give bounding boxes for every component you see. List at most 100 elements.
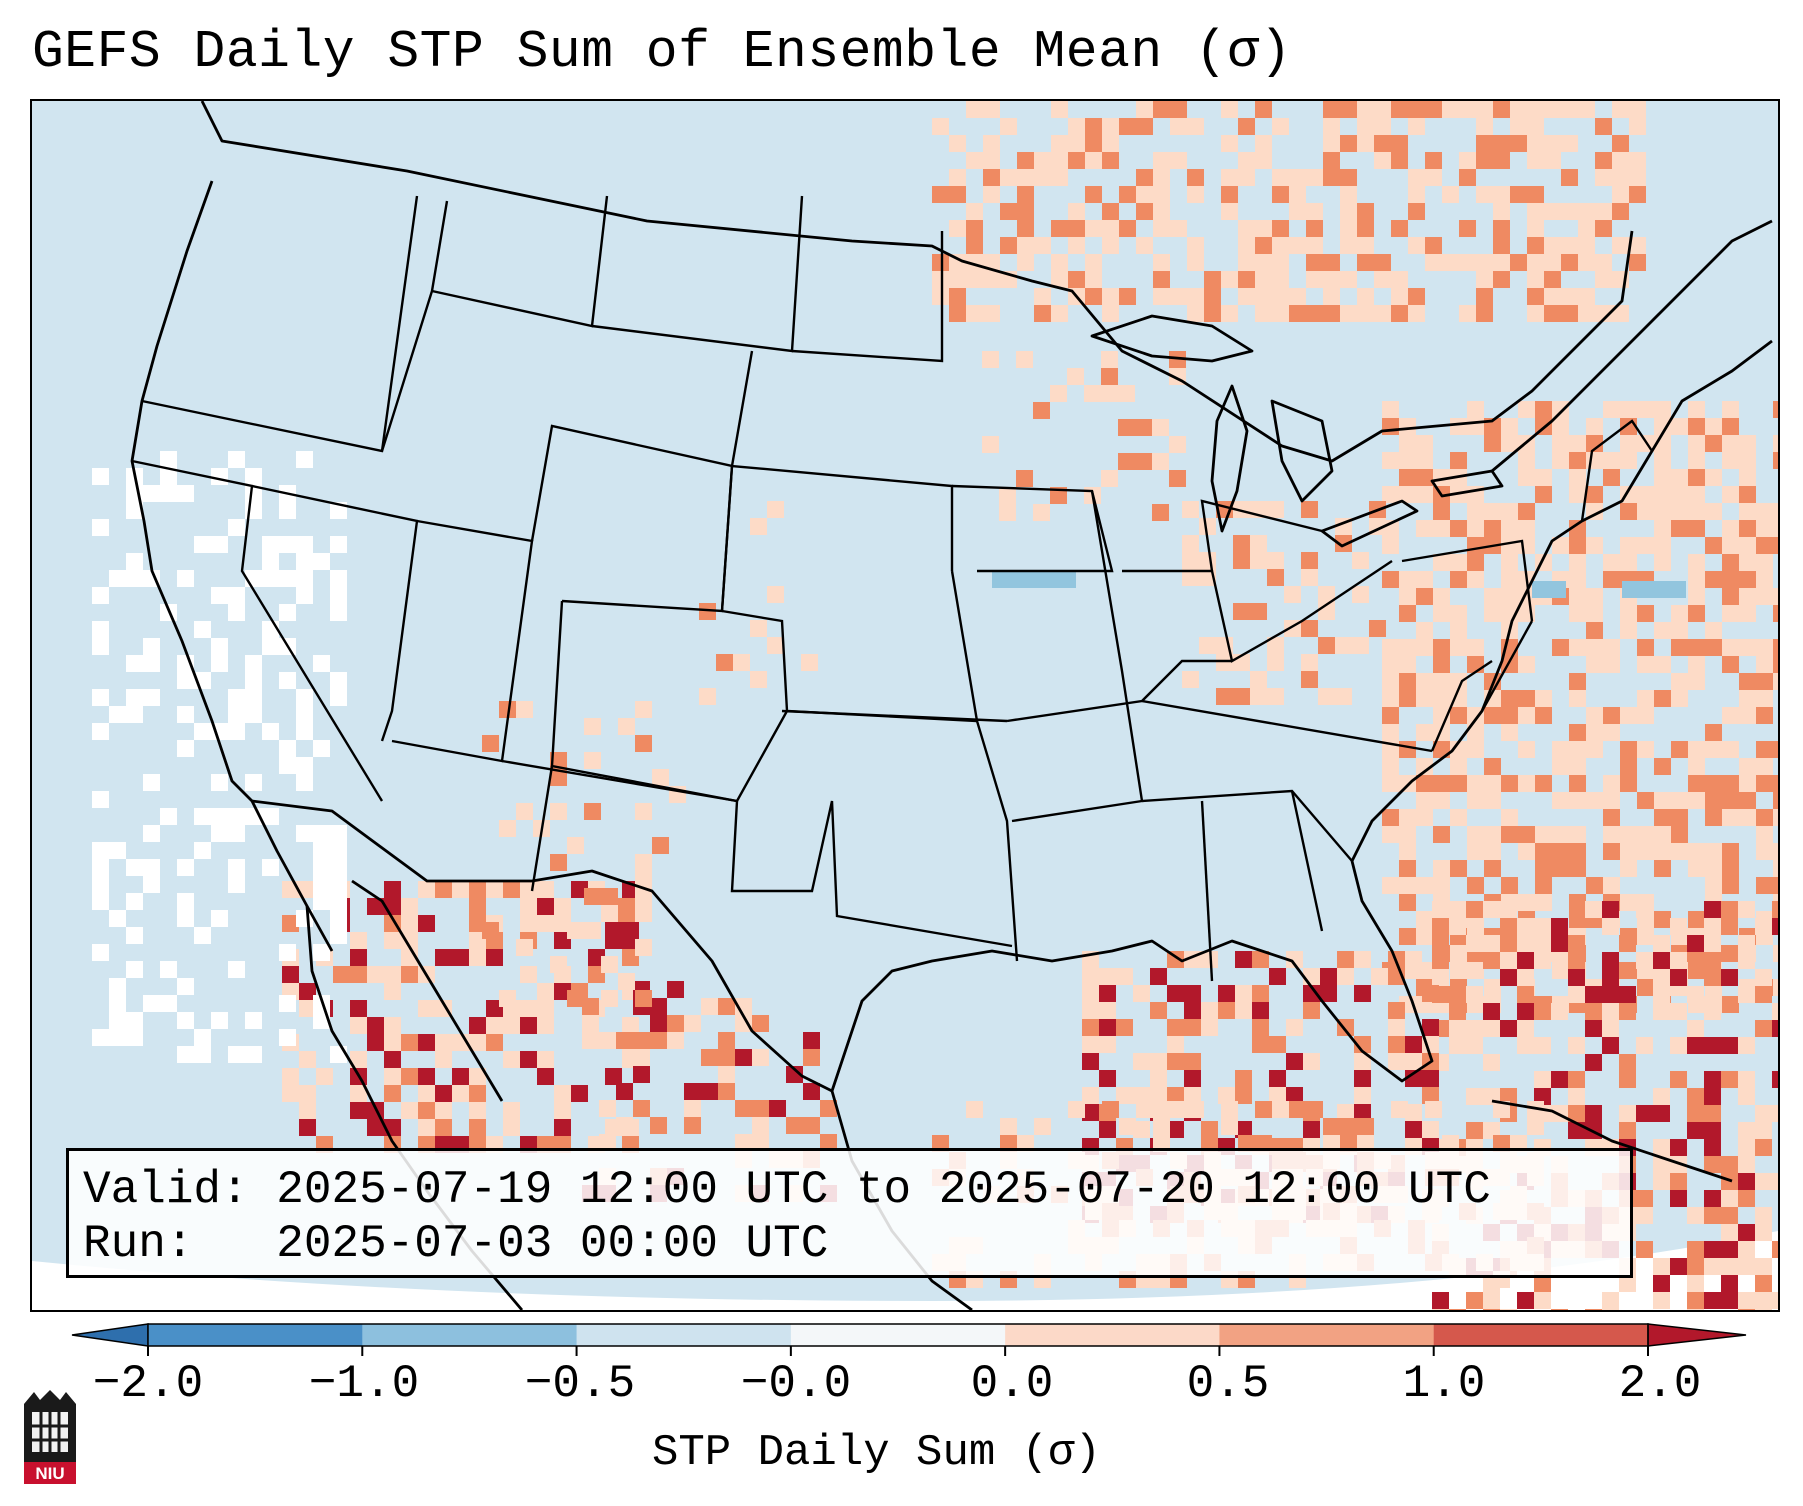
grid-cell (92, 876, 109, 893)
grid-cell (633, 1049, 650, 1066)
grid-cell (701, 1083, 718, 1100)
grid-cell (635, 990, 652, 1007)
grid-cell (1637, 792, 1654, 809)
grid-cell (1772, 1003, 1778, 1020)
grid-cell (1569, 435, 1586, 452)
grid-cell (1585, 1020, 1602, 1037)
grid-cell (1722, 639, 1739, 656)
grid-cell (1467, 418, 1484, 435)
grid-cell (1102, 220, 1119, 237)
grid-cell (1238, 271, 1255, 288)
grid-cell (1688, 792, 1705, 809)
grid-cell (228, 1046, 245, 1063)
grid-cell (550, 769, 567, 786)
grid-cell (1755, 1105, 1772, 1122)
grid-cell (1102, 135, 1119, 152)
grid-cell (401, 1068, 418, 1085)
grid-cell (330, 910, 347, 927)
grid-cell (983, 169, 1000, 186)
grid-cell (801, 654, 818, 671)
grid-cell (633, 1100, 650, 1117)
grid-cell (932, 118, 949, 135)
grid-cell (1303, 968, 1320, 985)
grid-cell (1289, 305, 1306, 322)
grid-cell (1612, 186, 1629, 203)
grid-cell (1182, 501, 1199, 518)
grid-cell (1433, 656, 1450, 673)
grid-cell (571, 1085, 588, 1102)
grid-cell (1135, 453, 1152, 470)
grid-cell (1603, 809, 1620, 826)
grid-cell (1085, 152, 1102, 169)
grid-cell (401, 1034, 418, 1051)
grid-cell (1671, 486, 1688, 503)
grid-cell (1152, 453, 1169, 470)
grid-cell (1286, 951, 1303, 968)
grid-cell (435, 1119, 452, 1136)
grid-cell (1569, 741, 1586, 758)
grid-cell (1721, 969, 1738, 986)
grid-cell (1433, 605, 1450, 622)
grid-cell (1653, 1088, 1670, 1105)
grid-cell (1303, 985, 1320, 1002)
grid-cell (245, 468, 262, 485)
grid-cell (1585, 1309, 1602, 1310)
grid-cell (1388, 1036, 1405, 1053)
grid-cell (1637, 656, 1654, 673)
grid-cell (599, 1100, 616, 1117)
grid-cell (228, 876, 245, 893)
grid-cell (684, 1083, 701, 1100)
grid-cell (966, 101, 983, 118)
grid-cell (1182, 671, 1199, 688)
grid-cell (718, 1032, 735, 1049)
grid-cell (1629, 254, 1646, 271)
grid-cell (1354, 1104, 1371, 1121)
grid-cell (1670, 1037, 1687, 1054)
grid-cell (211, 638, 228, 655)
grid-cell (109, 570, 126, 587)
grid-cell (1772, 1020, 1778, 1037)
grid-cell (1118, 453, 1135, 470)
grid-cell (1357, 220, 1374, 237)
grid-cell (1501, 537, 1518, 554)
grid-cell (1535, 690, 1552, 707)
grid-cell (1722, 775, 1739, 792)
grid-cell (1034, 1118, 1051, 1135)
grid-cell (1602, 952, 1619, 969)
grid-cell (1337, 951, 1354, 968)
grid-cell (1101, 385, 1118, 402)
grid-cell (1272, 169, 1289, 186)
grid-cell (1357, 118, 1374, 135)
grid-cell (401, 915, 418, 932)
grid-cell (1416, 775, 1433, 792)
grid-cell (1739, 469, 1756, 486)
grid-cell (1500, 1309, 1517, 1310)
grid-cell (1153, 288, 1170, 305)
grid-cell (716, 654, 733, 671)
grid-cell (1534, 918, 1551, 935)
grid-cell (1252, 951, 1269, 968)
grid-cell (469, 1034, 486, 1051)
grid-cell (1068, 203, 1085, 220)
grid-cell (1433, 792, 1450, 809)
grid-cell (1450, 554, 1467, 571)
grid-cell (1721, 1207, 1738, 1224)
grid-cell (367, 1119, 384, 1136)
grid-cell (1773, 639, 1778, 656)
run-label: Run: (83, 1218, 194, 1270)
grid-cell (1153, 1135, 1170, 1152)
grid-cell (1517, 969, 1534, 986)
grid-cell (1340, 203, 1357, 220)
grid-cell (1755, 1207, 1772, 1224)
grid-cell (1535, 401, 1552, 418)
grid-cell (143, 859, 160, 876)
grid-cell (1670, 1173, 1687, 1190)
grid-cell (1405, 1070, 1422, 1087)
grid-cell (1755, 1275, 1772, 1292)
grid-cell (1051, 254, 1068, 271)
grid-cell (1352, 637, 1369, 654)
grid-cell (1637, 486, 1654, 503)
grid-cell (1034, 152, 1051, 169)
grid-cell (1408, 203, 1425, 220)
grid-cell (1235, 951, 1252, 968)
